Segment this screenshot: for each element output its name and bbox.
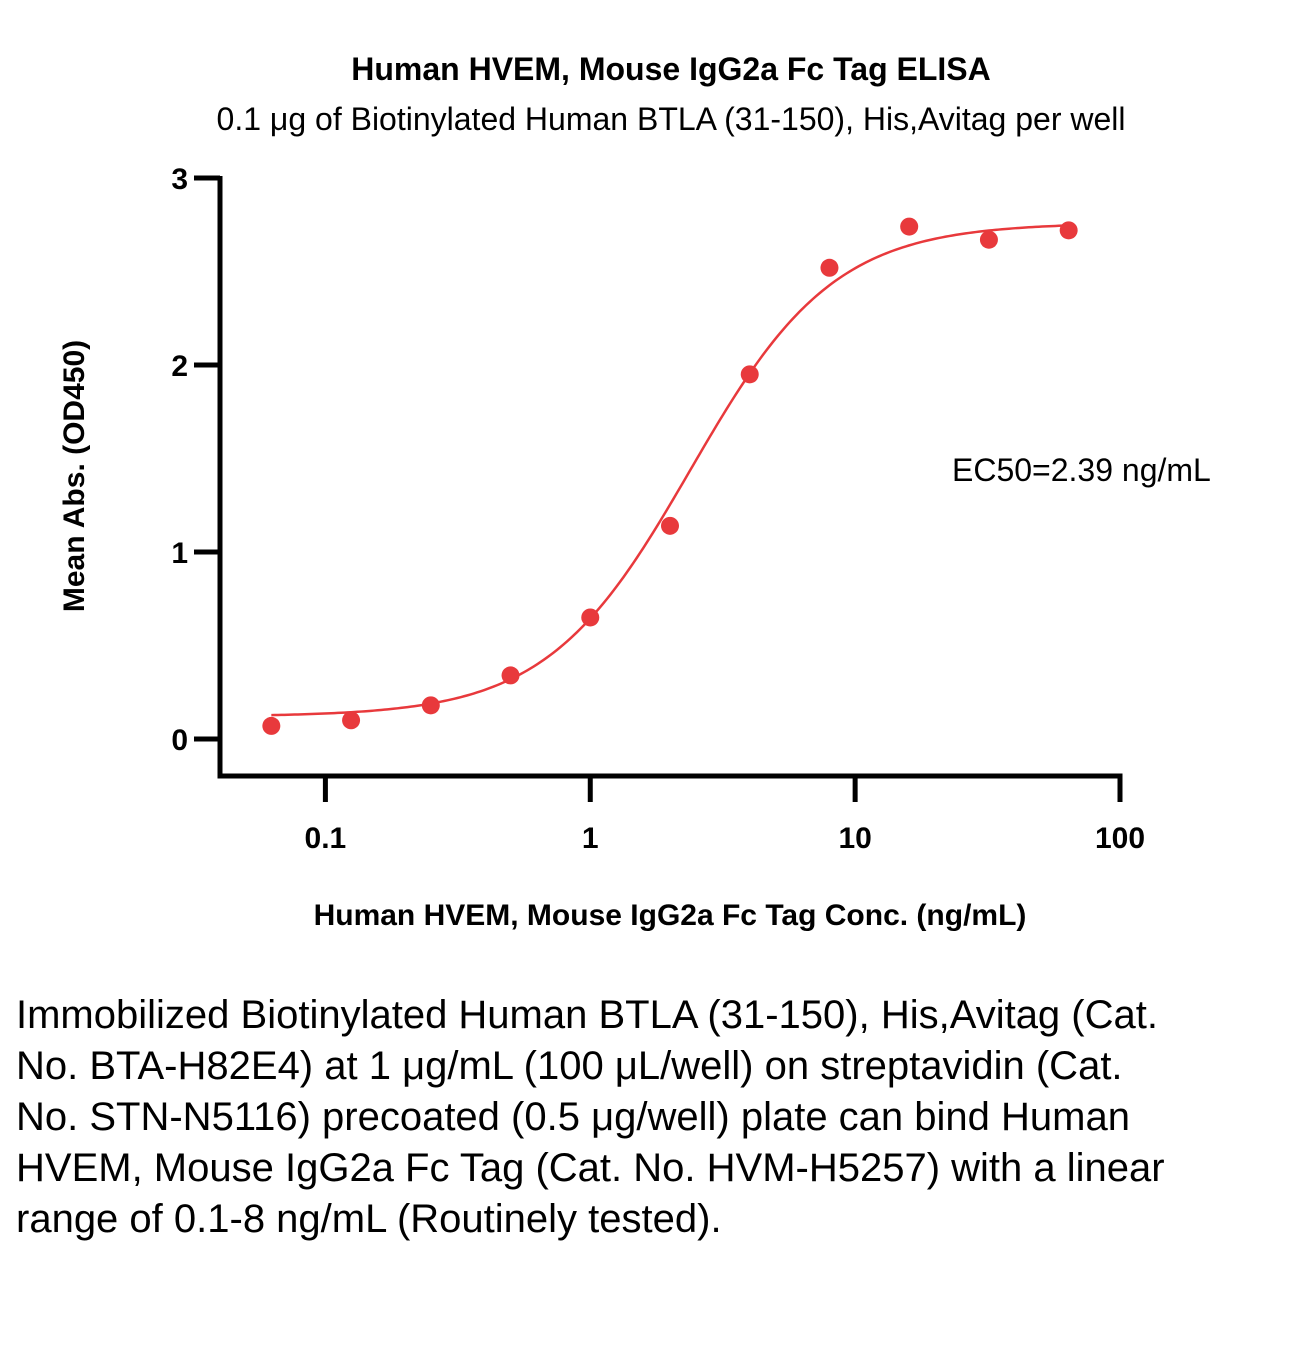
x-axis-label: Human HVEM, Mouse IgG2a Fc Tag Conc. (ng… — [314, 899, 1027, 932]
data-point — [820, 258, 839, 277]
data-point — [501, 666, 520, 685]
y-tick-label: 1 — [171, 537, 188, 570]
data-point — [979, 230, 998, 249]
x-tick-label: 0.1 — [305, 822, 347, 855]
data-points-layer — [262, 217, 1078, 735]
data-point — [581, 608, 600, 627]
fit-curve — [271, 224, 1069, 717]
data-point — [900, 217, 919, 236]
chart-title: Human HVEM, Mouse IgG2a Fc Tag ELISA — [351, 51, 991, 87]
y-tick-label: 3 — [171, 163, 188, 196]
data-point — [262, 716, 281, 735]
x-tick-label: 100 — [1095, 822, 1145, 855]
figure-caption: Immobilized Biotinylated Human BTLA (31-… — [16, 993, 1165, 1241]
x-tick-label: 10 — [838, 822, 871, 855]
ec50-annotation: EC50=2.39 ng/mL — [952, 452, 1211, 488]
data-point — [661, 516, 679, 535]
y-axis-label: Mean Abs. (OD450) — [58, 340, 91, 612]
data-point — [421, 696, 440, 715]
axes: 0 1 2 3 0.1 1 10 100 — [171, 163, 1145, 855]
chart-subtitle: 0.1 μg of Biotinylated Human BTLA (31-15… — [217, 101, 1126, 137]
data-point — [740, 365, 759, 384]
data-point — [1059, 221, 1078, 240]
data-point — [342, 711, 361, 730]
y-tick-label: 2 — [171, 350, 188, 383]
y-tick-label: 0 — [171, 724, 188, 757]
fit-curve-layer — [271, 224, 1069, 717]
elisa-chart: Human HVEM, Mouse IgG2a Fc Tag ELISA 0.1… — [58, 51, 1211, 932]
x-tick-label: 1 — [582, 822, 599, 855]
